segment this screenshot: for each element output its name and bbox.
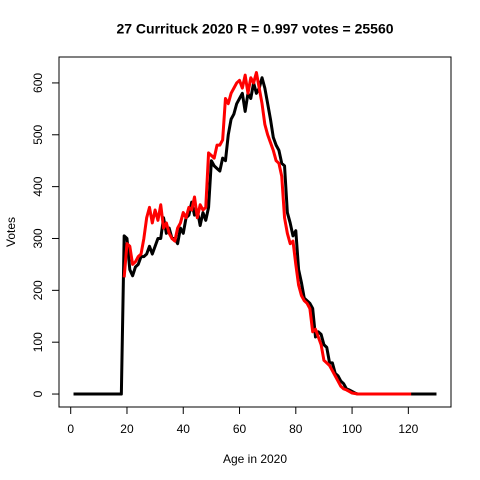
y-tick-label: 300 xyxy=(31,228,45,248)
chart-title: 27 Currituck 2020 R = 0.997 votes = 2556… xyxy=(116,21,393,37)
x-tick-label: 20 xyxy=(120,422,134,436)
y-tick-label: 200 xyxy=(31,280,45,300)
series-line xyxy=(122,71,412,396)
plot-box xyxy=(58,56,452,408)
y-tick-label: 600 xyxy=(31,73,45,93)
y-tick-label: 400 xyxy=(31,176,45,196)
x-tick-label: 0 xyxy=(67,422,74,436)
y-tick-label: 0 xyxy=(31,390,45,397)
series-line xyxy=(73,76,437,396)
x-tick-label: 120 xyxy=(398,422,418,436)
y-tick-label: 100 xyxy=(31,332,45,352)
x-tick-label: 80 xyxy=(289,422,303,436)
y-tick-label: 500 xyxy=(31,124,45,144)
x-tick-label: 100 xyxy=(342,422,362,436)
x-tick-label: 60 xyxy=(233,422,247,436)
x-tick-label: 40 xyxy=(177,422,191,436)
y-axis-label: Votes xyxy=(4,217,18,247)
x-axis-label: Age in 2020 xyxy=(223,452,287,466)
